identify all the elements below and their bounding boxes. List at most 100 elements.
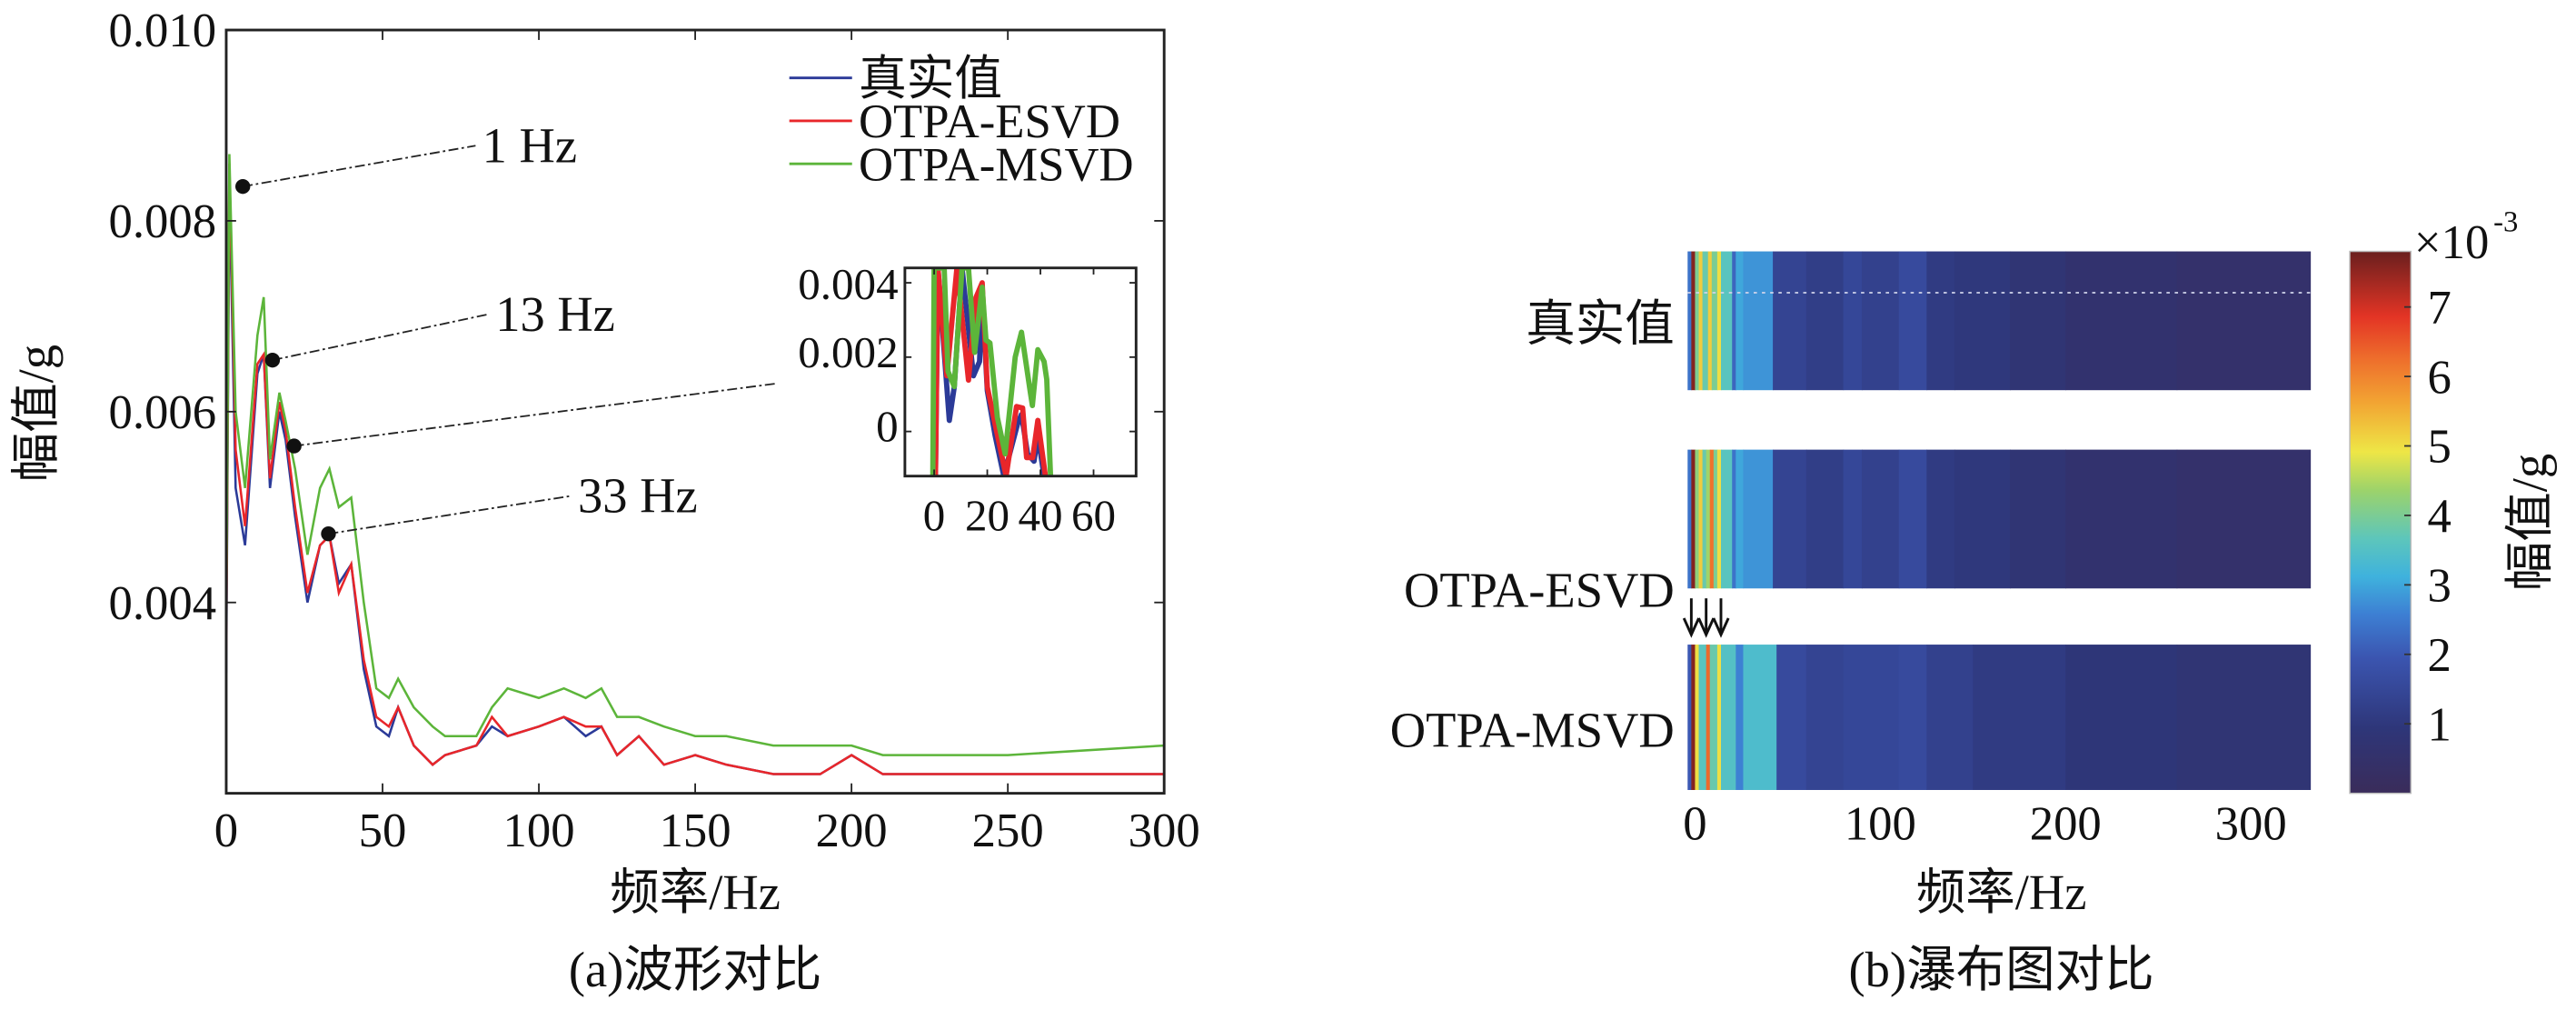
annotation-leader [328,495,572,535]
waterfall-x-tick-label: 0 [1683,798,1706,851]
heatmap-stripe [1843,251,1863,391]
waveform-plot-area [224,154,1165,775]
heatmap-stripe [1926,449,1955,589]
inset-x-tick-label: 0 [923,491,946,541]
heatmap-stripe [1691,449,1696,589]
colorbar-tick-label: 1 [2427,698,2451,751]
heatmap-stripe [1743,251,1774,391]
heatmap-stripe [1973,645,2066,790]
annotation-dot [264,352,281,368]
heatmap-stripe [1716,251,1722,391]
waterfall-caption: (b)瀑布图对比 [1849,942,2154,997]
heatmap-stripe [1861,251,1900,391]
heatmap-stripe [2065,645,2178,790]
waterfall-row: 真实值 [1526,251,2312,391]
annotation-dot [286,438,302,454]
inset-series-line-1 [932,267,1049,476]
x-tick-label: 200 [816,805,888,857]
colorbar-exponent-power: -3 [2493,206,2518,239]
heatmap-stripe [1709,645,1718,790]
annotation-leader [293,383,777,447]
heatmap-stripe [2065,449,2178,589]
inset-x-tick-label: 40 [1019,491,1063,541]
annotation-label: 13 Hz [495,286,615,342]
colorbar-tick-label: 7 [2427,282,2451,335]
annotation-dot [235,178,251,195]
inset-y-tick-label: 0 [876,402,899,452]
inset-frame [903,266,1138,478]
heatmap-stripe [1716,645,1722,790]
colorbar-exponent-base: ×10 [2414,216,2489,269]
waterfall-axis-ticks: 0 100 200 300 [1683,798,2286,851]
heatmap-stripe [1805,645,1845,790]
heatmap-stripe [1776,645,1807,790]
heatmap-stripe [1707,251,1713,391]
heatmap-stripe [1706,645,1711,790]
annotation-leader [243,145,476,188]
waterfall-row: OTPA-MSVD [1390,645,2312,790]
x-tick-label: 0 [214,805,238,857]
waveform-ylabel: 幅值/g [8,345,64,482]
inset-marks [930,267,1054,476]
annotation-label: 33 Hz [578,468,698,524]
heatmap-stripe [1732,251,1737,391]
heatmap-stripe [1743,645,1777,790]
waterfall-comparison-panel: 真实值 OTPA-ESVD OTPA-MSVD 0 100 200 300 1 2 3 4 5 6 7… [1390,206,2557,998]
heatmap-stripe [1709,449,1715,589]
waterfall-arrows [1682,598,1730,638]
heatmap-stripe [1926,251,1955,391]
heatmap-stripe [1713,449,1718,589]
heatmap-stripe [1898,449,1928,589]
heatmap-stripe [1736,645,1745,790]
x-tick-label: 250 [972,805,1044,857]
heatmap-stripe [1706,449,1711,589]
series-line-2 [224,154,1165,756]
waterfall-rows: 真实值 OTPA-ESVD OTPA-MSVD [1390,251,2312,790]
arrow-head-icon [1712,617,1730,638]
heatmap-stripe [1716,449,1722,589]
inset-y-tick-label: 0.004 [798,259,898,309]
x-tick-label: 150 [660,805,731,857]
heatmap-stripe [1805,449,1845,589]
heatmap-stripe [1695,251,1700,391]
heatmap-stripe [1773,251,1807,391]
heatmap-stripe [1773,449,1807,589]
colorbar-tick-label: 3 [2427,560,2451,613]
waterfall-x-tick-label: 200 [2030,798,2102,851]
heatmap-stripe [1954,251,2011,391]
heatmap-stripe [1702,449,1707,589]
waterfall-row-label: 真实值 [1526,296,1675,352]
heatmap-stripe [1736,449,1745,589]
heatmap-stripe [1687,251,1693,391]
y-tick-label: 0.010 [109,5,217,57]
heatmap-stripe [1698,251,1704,391]
heatmap-stripe [1698,645,1707,790]
colorbar-tick-label: 6 [2427,351,2451,404]
heatmap-stripe [1898,645,1928,790]
x-tick-label: 50 [359,805,407,857]
inset-series-line-2 [930,267,1054,476]
annotation-dot [321,525,336,542]
heatmap-stripe [1687,645,1693,790]
waterfall-row: OTPA-ESVD [1404,449,2312,617]
colorbar-bar [2349,250,2412,795]
x-tick-label: 100 [503,805,575,857]
heatmap-stripe [1732,449,1737,589]
heatmap-stripe [1691,645,1696,790]
heatmap-stripe [2176,251,2312,391]
legend-label: 真实值 [859,53,1002,105]
annotation-label: 1 Hz [482,117,577,173]
heatmap-stripe [1743,449,1774,589]
waterfall-x-tick-label: 100 [1845,798,1916,851]
y-tick-label: 0.004 [109,577,217,630]
heatmap-stripe [1687,449,1693,589]
waveform-annotations: 1 Hz 13 Hz 33 Hz [235,117,777,542]
heatmap-stripe [1695,645,1700,790]
arrow-head-icon [1697,617,1716,638]
y-tick-label: 0.006 [109,386,217,439]
heatmap-stripe [2010,449,2066,589]
waterfall-row-label: OTPA-MSVD [1390,703,1675,758]
